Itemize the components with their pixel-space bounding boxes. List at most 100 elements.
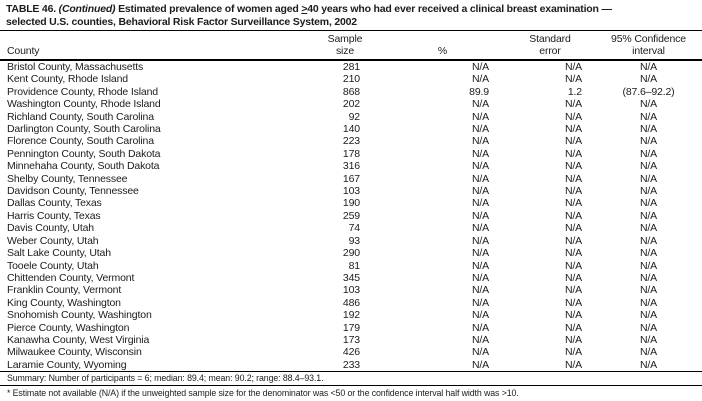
standard-error-cell: N/A [564,73,582,86]
county-cell: Kent County, Rhode Island [7,73,128,86]
table-row: Kent County, Rhode Island 210 N/A N/A N/… [0,73,702,85]
county-cell: Minnehaha County, South Dakota [7,160,160,173]
table-row: Davidson County, Tennessee 103 N/A N/A N… [0,185,702,197]
sample-size-cell: 92 [348,110,361,123]
table-row: Snohomish County, Washington 192 N/A N/A… [0,309,702,321]
confidence-interval-cell: N/A [639,222,658,235]
county-cell: Pennington County, South Dakota [7,147,161,160]
confidence-interval-cell: N/A [639,346,658,359]
table-row: Minnehaha County, South Dakota 316 N/A N… [0,160,702,172]
county-cell: Bristol County, Massachusetts [7,61,144,73]
confidence-interval-cell: N/A [639,135,658,148]
table-row: Salt Lake County, Utah 290 N/A N/A N/A [0,247,702,259]
standard-error-cell: N/A [564,321,582,334]
standard-error-cell: N/A [564,333,582,346]
table-row: Franklin County, Vermont 103 N/A N/A N/A [0,284,702,296]
percent-cell: N/A [471,234,489,247]
sample-size-cell: 179 [342,321,360,334]
county-cell: Darlington County, South Carolina [7,123,161,136]
table-row: Harris County, Texas 259 N/A N/A N/A [0,210,702,222]
column-header-se-line1: Standard [529,33,571,45]
table-header: County Sample size % Standard error 95% … [0,30,702,61]
standard-error-cell: N/A [564,135,582,148]
title-text-after: 40 years who had ever received a clinica… [307,3,612,15]
summary-text: Summary: Number of participants = 6; med… [0,372,702,387]
percent-cell: N/A [471,358,489,371]
confidence-interval-cell: N/A [639,234,658,247]
county-cell: Washington County, Rhode Island [7,98,161,111]
confidence-interval-cell: N/A [639,296,658,309]
standard-error-cell: N/A [564,346,582,359]
sample-size-cell: 103 [342,185,360,198]
sample-size-cell: 173 [342,333,360,346]
table-body: Bristol County, Massachusetts 281 N/A N/… [0,60,702,372]
percent-cell: N/A [471,259,489,272]
percent-cell: N/A [471,61,489,73]
confidence-interval-cell: N/A [639,61,658,73]
continued-label: (Continued) [58,3,116,15]
confidence-interval-cell: N/A [639,123,658,136]
confidence-interval-cell: N/A [639,147,658,160]
county-cell: Pierce County, Washington [7,321,130,334]
percent-cell: 89.9 [469,85,489,98]
standard-error-cell: N/A [564,358,582,371]
confidence-interval-cell: N/A [639,160,658,173]
county-cell: Franklin County, Vermont [7,284,122,297]
table-row: Providence County, Rhode Island 868 89.9… [0,86,702,98]
percent-cell: N/A [471,147,489,160]
confidence-interval-cell: N/A [639,185,658,198]
column-header-percent-line2: % [437,44,448,57]
sample-size-cell: 290 [342,247,360,260]
percent-cell: N/A [471,135,489,148]
column-header-county: County [0,30,310,61]
greater-equal-symbol: > [301,3,308,15]
column-header-ci-line1: 95% Confidence [611,33,686,45]
table-row: Weber County, Utah 93 N/A N/A N/A [0,235,702,247]
sample-size-cell: 93 [348,234,361,247]
standard-error-cell: N/A [564,197,582,210]
percent-cell: N/A [471,321,489,334]
sample-size-cell: 140 [342,123,360,136]
table-row: Pennington County, South Dakota 178 N/A … [0,148,702,160]
county-cell: Salt Lake County, Utah [7,247,111,260]
sample-size-cell: 81 [348,259,361,272]
table-row: Chittenden County, Vermont 345 N/A N/A N… [0,272,702,284]
standard-error-cell: N/A [564,259,582,272]
confidence-interval-cell: N/A [639,247,658,260]
standard-error-cell: N/A [564,61,582,73]
sample-size-cell: 178 [342,147,360,160]
column-header-standard-error: Standard error [505,30,595,61]
column-header-sample-line1: Sample [327,33,363,45]
confidence-interval-cell: N/A [639,284,658,297]
table-row: Laramie County, Wyoming 233 N/A N/A N/A [0,359,702,372]
confidence-interval-cell: N/A [639,98,658,111]
sample-size-cell: 233 [342,358,360,371]
percent-cell: N/A [471,222,489,235]
standard-error-cell: N/A [564,172,582,185]
data-table: County Sample size % Standard error 95% … [0,30,702,373]
table-title-line1: TABLE 46. (Continued) Estimated prevalen… [6,3,698,16]
column-header-ci-line2: interval [632,44,665,57]
percent-cell: N/A [471,209,489,222]
table-row: Washington County, Rhode Island 202 N/A … [0,98,702,110]
sample-size-cell: 192 [342,309,360,322]
confidence-interval-cell: N/A [639,172,658,185]
sample-size-cell: 190 [342,197,360,210]
percent-cell: N/A [471,271,489,284]
percent-cell: N/A [471,247,489,260]
sample-size-cell: 868 [342,85,360,98]
standard-error-cell: N/A [564,271,582,284]
column-header-sample-size: Sample size [310,30,380,61]
column-header-confidence-interval: 95% Confidence interval [595,30,702,61]
sample-size-cell: 103 [342,284,360,297]
column-header-county-line2: County [7,44,40,57]
percent-cell: N/A [471,98,489,111]
confidence-interval-cell: N/A [639,259,658,272]
standard-error-cell: N/A [564,309,582,322]
confidence-interval-cell: N/A [639,197,658,210]
percent-cell: N/A [471,172,489,185]
percent-cell: N/A [471,346,489,359]
county-cell: Davis County, Utah [7,222,94,235]
sample-size-cell: 281 [342,61,360,73]
